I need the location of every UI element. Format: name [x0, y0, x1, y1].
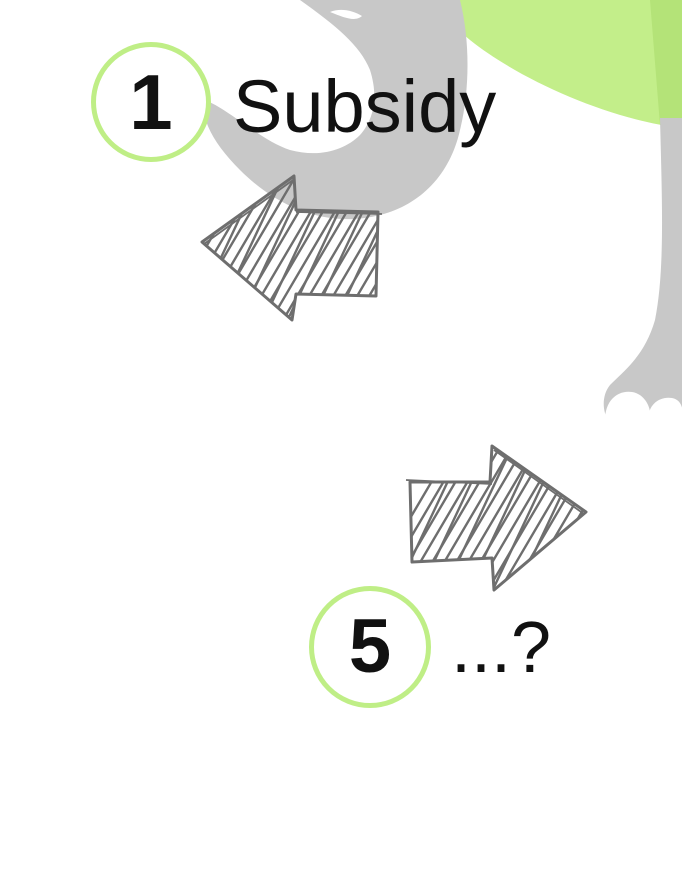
elephant-toe-1 — [605, 391, 651, 420]
step-1-label: Subsidy — [233, 65, 497, 148]
step-5-badge: 5 — [309, 586, 431, 708]
elephant-trunk — [204, 0, 468, 220]
hatched-arrow-left-icon — [200, 174, 383, 322]
elephant-toe-2 — [648, 397, 682, 420]
elephant-ear-shape — [430, 0, 682, 128]
elephant-leg — [603, 118, 682, 420]
elephant-tusk — [330, 9, 362, 19]
step-1-badge: 1 — [91, 42, 211, 162]
hatched-arrow-right-icon — [405, 444, 588, 592]
elephant-ear-fold — [650, 0, 682, 128]
step-5-label: ...? — [451, 608, 552, 688]
step-5-number: 5 — [348, 604, 392, 689]
step-1-number: 1 — [129, 58, 173, 146]
